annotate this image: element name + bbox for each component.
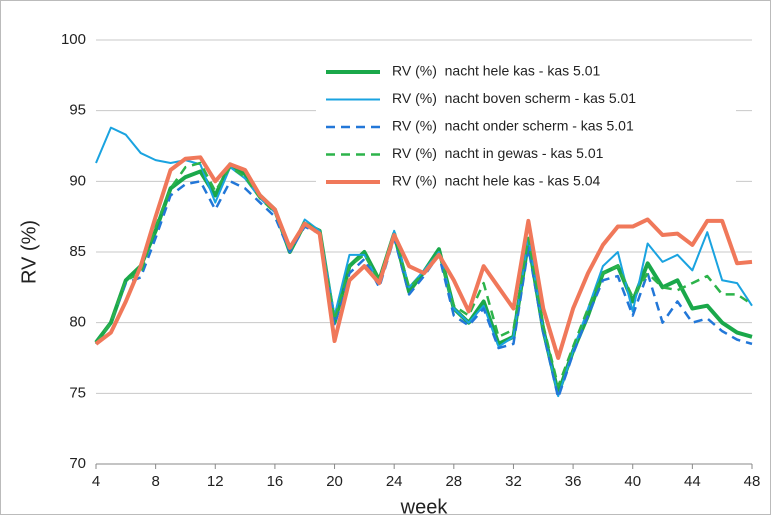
- x-tick-label: 20: [326, 473, 343, 490]
- x-tick-label: 8: [151, 473, 159, 490]
- y-axis-label: RV (%): [18, 220, 40, 284]
- x-tick-label: 36: [565, 473, 582, 490]
- series-line: [94, 180, 753, 399]
- y-tick-label: 80: [69, 314, 86, 331]
- legend-label: RV (%) nacht boven scherm - kas 5.01: [392, 90, 636, 106]
- y-tick-label: 95: [69, 102, 86, 119]
- legend: RV (%) nacht hele kas - kas 5.01 RV (%) n…: [316, 56, 736, 200]
- x-tick-label: 40: [624, 473, 641, 490]
- series-line: [94, 155, 753, 360]
- x-tick-label: 4: [92, 473, 100, 490]
- x-tick-label: 16: [267, 473, 284, 490]
- x-axis-label: week: [400, 496, 449, 515]
- y-tick-label: 90: [69, 172, 86, 189]
- x-tick-label: 28: [445, 473, 462, 490]
- x-tick-label: 48: [744, 473, 761, 490]
- x-tick-label: 32: [505, 473, 522, 490]
- legend-label: RV (%) nacht hele kas - kas 5.01: [392, 63, 600, 79]
- y-tick-label: 85: [69, 243, 86, 260]
- x-tick-label: 12: [207, 473, 224, 490]
- legend-box: [316, 56, 736, 200]
- x-tick-label: 24: [386, 473, 403, 490]
- y-tick-label: 100: [61, 31, 86, 48]
- x-tick-label: 44: [684, 473, 701, 490]
- legend-label: RV (%) nacht hele kas - kas 5.04: [392, 173, 600, 189]
- y-tick-label: 70: [69, 455, 86, 472]
- y-tick-label: 75: [69, 384, 86, 401]
- legend-label: RV (%) nacht onder scherm - kas 5.01: [392, 118, 634, 134]
- legend-label: RV (%) nacht in gewas - kas 5.01: [392, 145, 604, 161]
